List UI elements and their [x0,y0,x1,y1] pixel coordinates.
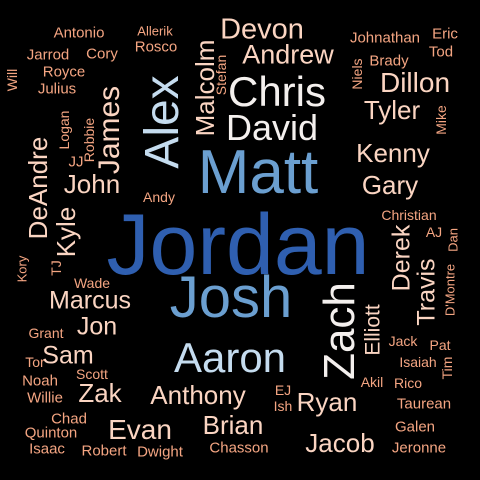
word-travis: Travis [412,258,441,326]
word-jj: JJ [68,153,84,171]
word-isaiah: Isaiah [399,354,437,370]
word-kory: Kory [14,255,30,283]
word-james: James [93,85,126,175]
word-tim: Tim [439,356,455,380]
word-scott: Scott [76,366,108,382]
word-ej: EJ [274,382,292,398]
word-matt: Matt [197,138,319,207]
word-kenny: Kenny [356,138,430,168]
word-tod: Tod [428,43,454,61]
word-elliott: Elliott [361,304,385,356]
word-andy: Andy [143,189,175,205]
word-cory: Cory [86,45,118,63]
word-brian: Brian [202,410,264,440]
word-allerik: Allerik [137,23,173,39]
word-jarrod: Jarrod [26,46,70,64]
word-zach: Zach [315,282,364,380]
word-stefan: Stefan [213,54,229,96]
word-logan: Logan [56,110,72,150]
word-tj: TJ [48,260,64,276]
word-andrew: Andrew [242,39,334,70]
word-jordan: Jordan [106,197,370,293]
word-brady: Brady [369,52,409,70]
word-royce: Royce [42,63,86,81]
word-david: David [225,107,319,148]
word-devon: Devon [220,13,304,46]
word-grant: Grant [28,325,64,341]
word-julius: Julius [37,80,77,98]
word-akil: Akil [360,374,384,390]
word-jeronne: Jeronne [391,439,447,457]
word-gary: Gary [361,170,419,200]
word-chad: Chad [51,410,87,428]
word-sam: Sam [42,341,94,370]
word-chasson: Chasson [209,439,269,457]
word-deandre: DeAndre [23,136,53,240]
word-jack: Jack [388,333,418,349]
word-robbie: Robbie [81,117,97,163]
word-alex: Alex [136,75,189,169]
word-rico: Rico [393,375,423,391]
word-d-montre: D'Montre [442,263,458,317]
word-dillon: Dillon [379,67,451,98]
word-dan: Dan [445,228,461,252]
word-kyle: Kyle [51,206,81,258]
word-mike: Mike [433,105,449,135]
word-noah: Noah [22,372,58,390]
word-wade: Wade [73,275,111,291]
word-aaron: Aaron [173,334,287,381]
word-chris: Chris [227,68,327,115]
word-taurean: Taurean [396,395,452,413]
word-robert: Robert [81,442,127,460]
word-will: Will [4,68,20,92]
word-niels: Niels [349,58,365,90]
word-aj: AJ [425,224,443,240]
word-isaac: Isaac [29,440,65,458]
word-zak: Zak [78,378,122,408]
word-johnathan: Johnathan [349,29,421,47]
word-tyler: Tyler [363,95,421,125]
word-josh: Josh [169,265,293,330]
word-quinton: Quinton [24,424,78,442]
word-christian: Christian [381,207,437,223]
word-derek: Derek [387,224,416,292]
word-jon: Jon [76,312,118,341]
word-evan: Evan [108,414,172,445]
word-eric: Eric [432,25,458,43]
word-antonio: Antonio [53,24,105,42]
word-jacob: Jacob [305,428,375,458]
word-dwight: Dwight [137,443,183,461]
word-willie: Willie [27,389,63,407]
word-marcus: Marcus [49,286,131,315]
word-pat: Pat [429,337,451,353]
word-john: John [63,169,121,199]
word-galen: Galen [394,418,436,436]
word-ish: Ish [273,398,293,414]
word-anthony: Anthony [150,380,246,410]
word-ryan: Ryan [296,387,358,417]
word-rosco: Rosco [134,38,178,56]
word-tor: Tor [25,354,45,370]
